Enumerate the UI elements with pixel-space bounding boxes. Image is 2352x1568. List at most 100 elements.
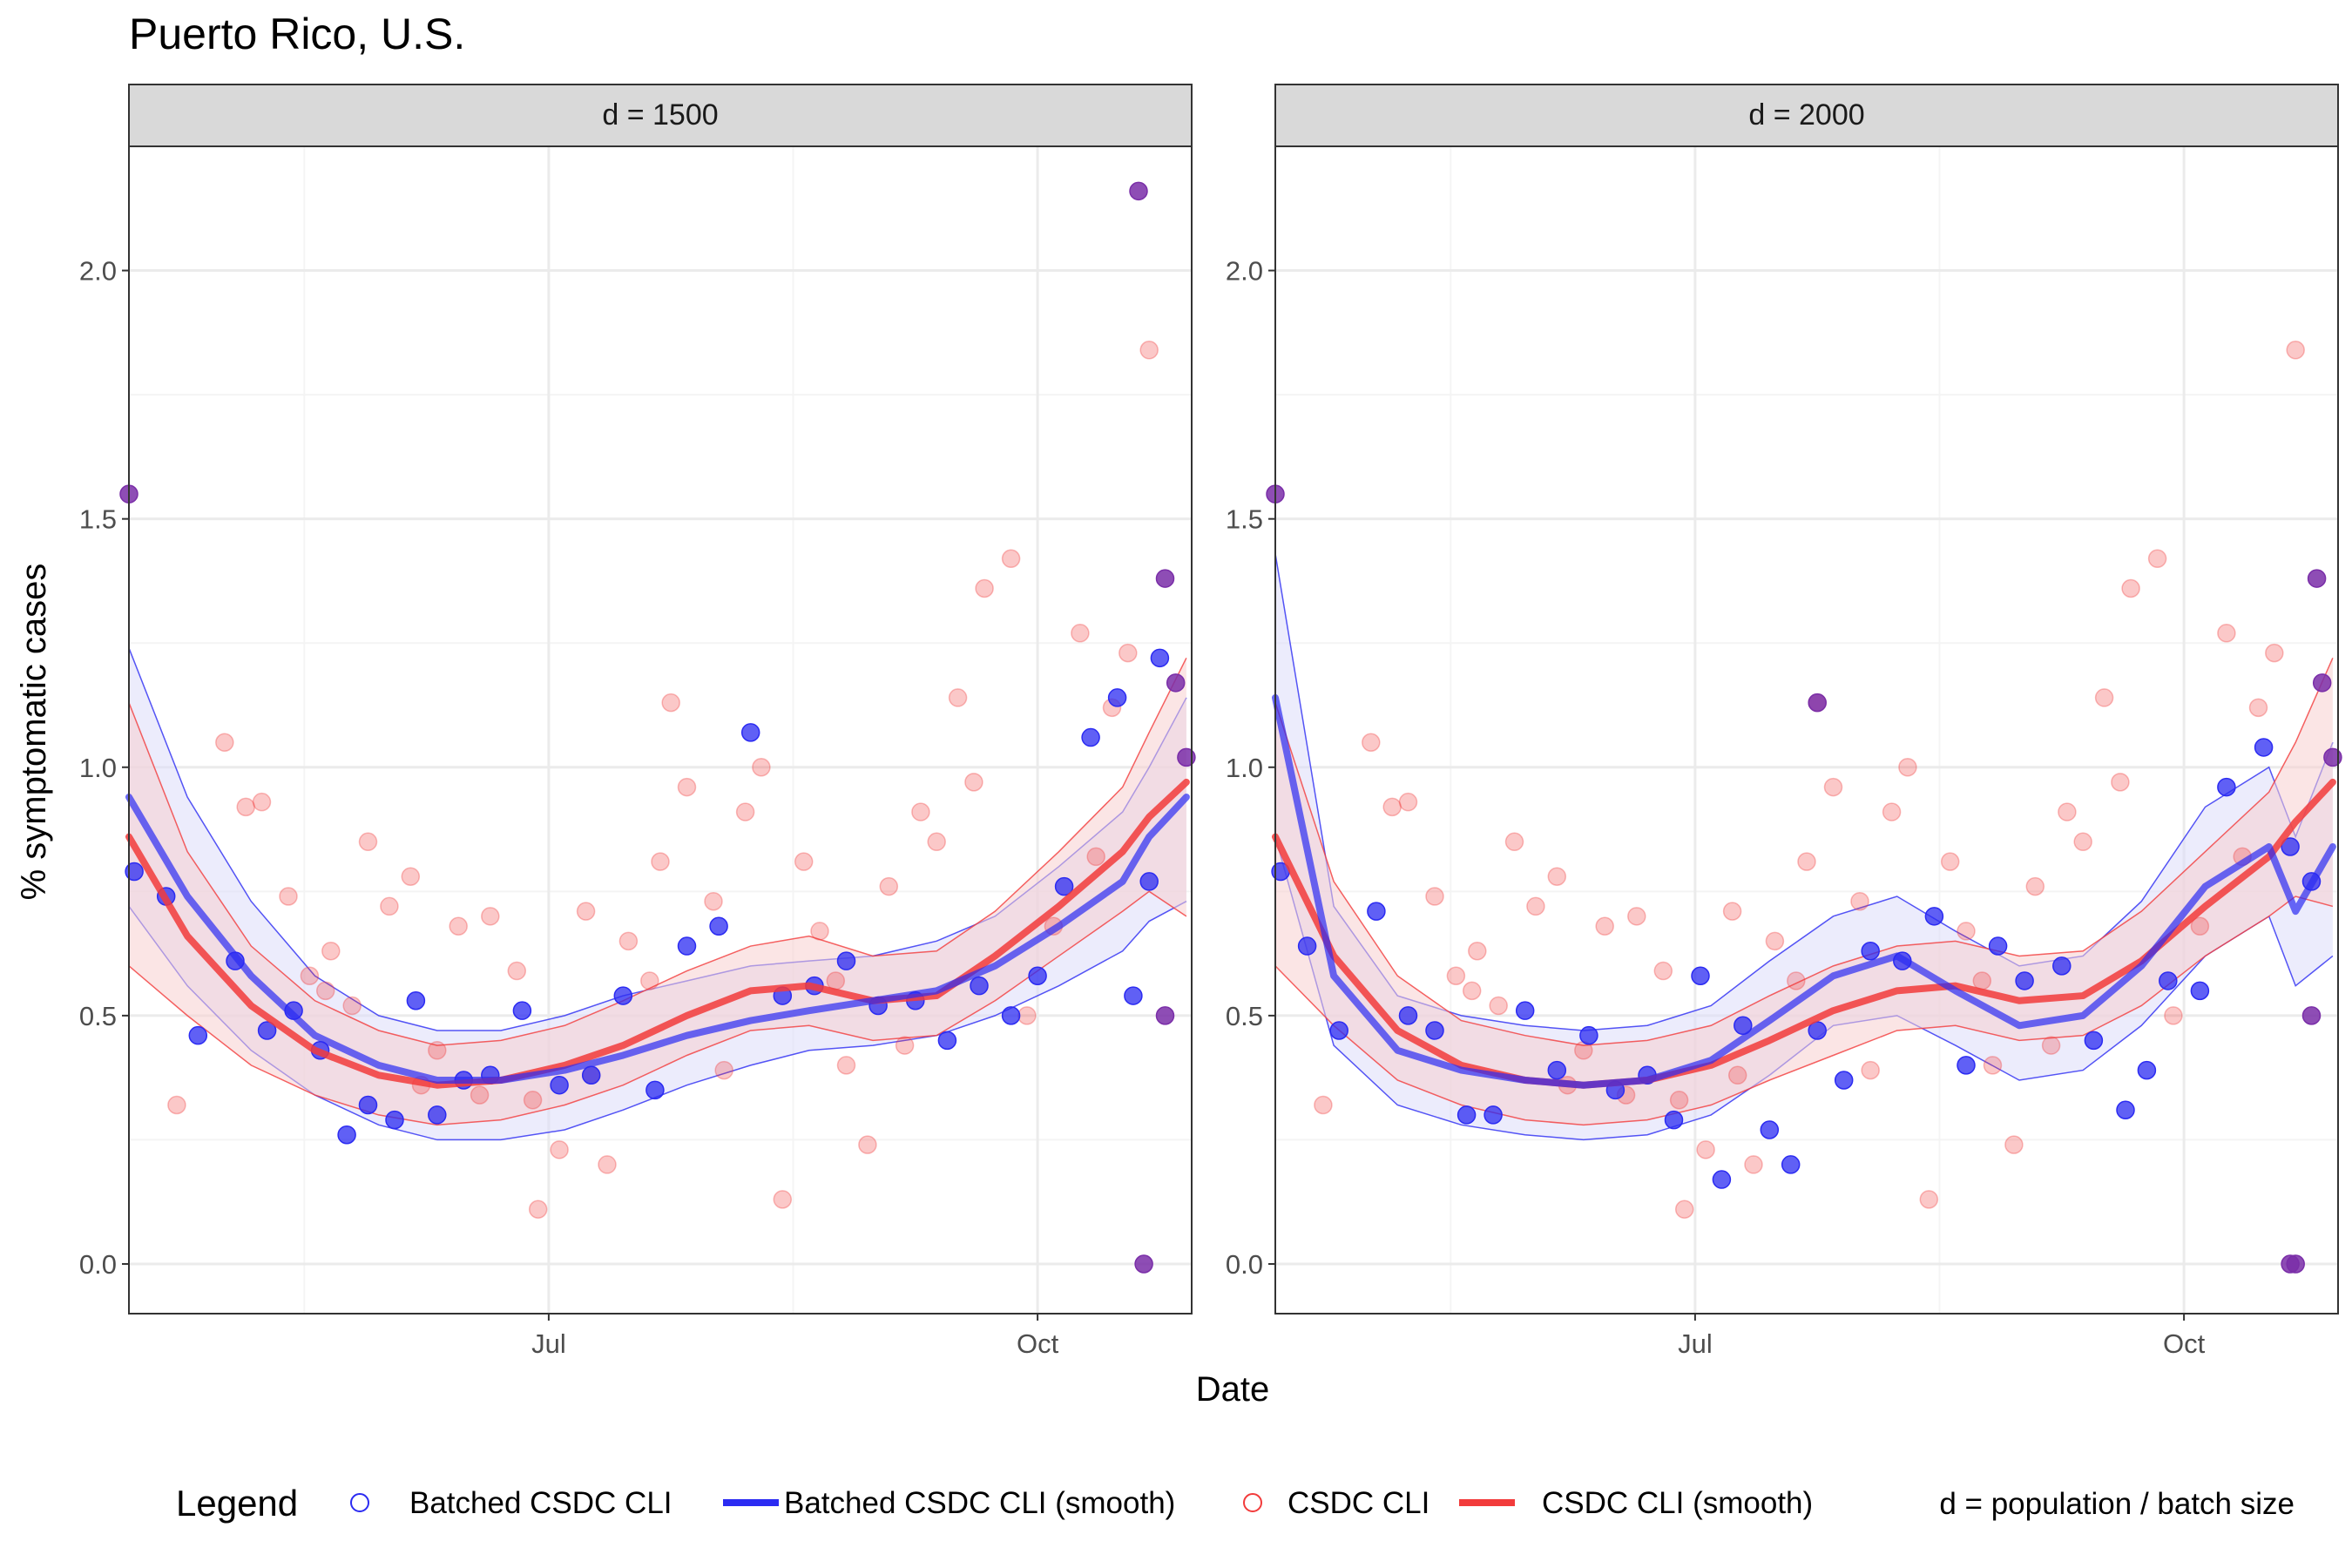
overlap-point — [2307, 569, 2327, 588]
panels: d = 1500 0.0 0.5 1.0 1.5 2.0 Jul Oct d = 2000 0.0… — [79, 84, 2342, 1359]
csdc-point — [380, 896, 399, 916]
chart-title: Puerto Rico, U.S. — [129, 10, 465, 58]
panel-background — [1275, 146, 2338, 1314]
batched-point — [1107, 688, 1127, 707]
csdc-point — [507, 961, 527, 981]
legend-key-point — [1243, 1493, 1262, 1512]
overlap-point — [2301, 1006, 2322, 1025]
overlap-point — [1808, 693, 1827, 713]
csdc-point — [1674, 1200, 1694, 1220]
legend-item-4: CSDC CLI (smooth) — [1459, 1486, 1813, 1520]
batched-point — [512, 1001, 532, 1020]
csdc-point — [321, 941, 341, 961]
panel-strip — [1274, 84, 2339, 147]
batched-point — [385, 1110, 404, 1130]
csdc-smooth-line — [1272, 778, 2336, 1089]
y-tick-label: 0.5 — [79, 1001, 117, 1031]
csdc-point — [1001, 549, 1021, 569]
legend-label: CSDC CLI — [1288, 1486, 1429, 1520]
batched-smooth-line — [1272, 693, 2336, 1089]
csdc-point — [401, 867, 421, 886]
csdc-smooth-line — [125, 778, 1190, 1089]
csdc-point — [2004, 1135, 2024, 1154]
batched-point — [1734, 1016, 1753, 1036]
csdc-point — [1462, 981, 1482, 1001]
batched-point — [1957, 1056, 1976, 1075]
batched-point — [1367, 902, 1386, 921]
csdc-point — [858, 1135, 877, 1154]
batched-point — [1297, 936, 1317, 956]
overlap-point — [1177, 747, 1196, 767]
batched-point — [645, 1080, 665, 1100]
overlap-point — [2312, 673, 2332, 693]
csdc-band-lower — [1274, 896, 2334, 1126]
panel-border — [128, 145, 1193, 1315]
batched-point — [1139, 872, 1159, 891]
csdc-point — [315, 981, 335, 1001]
batched-point — [2137, 1060, 2157, 1080]
batched-point — [2254, 738, 2274, 757]
csdc-point — [300, 966, 320, 986]
batched-point — [1081, 727, 1100, 747]
batched-band-upper — [1274, 553, 2334, 1031]
csdc-point — [2164, 1006, 2183, 1025]
csdc-point — [927, 832, 946, 852]
legend-label: Batched CSDC CLI (smooth) — [784, 1486, 1175, 1520]
csdc-point — [879, 876, 899, 896]
csdc-point — [618, 931, 639, 951]
batched-point — [1781, 1155, 1801, 1174]
csdc-point — [1850, 891, 1869, 911]
x-axis-title: Date — [1196, 1370, 1270, 1409]
csdc-point — [1972, 971, 1992, 990]
x-tick-label: Jul — [1678, 1328, 1713, 1359]
csdc-point — [2025, 876, 2045, 896]
csdc-point — [1314, 1095, 1333, 1115]
batched-point — [406, 991, 426, 1010]
y-tick-label: 1.0 — [79, 753, 117, 783]
batched-point — [1329, 1021, 1348, 1040]
csdc-point — [677, 777, 697, 797]
csdc-point — [704, 891, 723, 911]
csdc-point — [481, 907, 500, 926]
batched-point — [2217, 777, 2236, 797]
batched-point — [1691, 966, 1710, 986]
csdc-point — [2111, 773, 2130, 792]
csdc-point — [2217, 624, 2236, 643]
csdc-point — [528, 1200, 548, 1220]
batched-point — [1398, 1006, 1418, 1025]
csdc-band — [1275, 658, 2333, 1125]
csdc-point — [794, 852, 814, 871]
batched-point — [1861, 941, 1880, 961]
csdc-band-upper — [1274, 658, 2334, 1046]
legend-title: Legend — [176, 1483, 298, 1524]
x-tick-label: Jul — [531, 1328, 566, 1359]
csdc-point — [826, 971, 846, 990]
batched-point — [1456, 1105, 1477, 1125]
batched-point — [2084, 1031, 2104, 1051]
y-tick-label: 0.0 — [79, 1249, 117, 1280]
legend-items: Batched CSDC CLI Batched CSDC CLI (smooth… — [350, 1486, 1813, 1520]
csdc-point — [576, 902, 596, 921]
legend-label: CSDC CLI (smooth) — [1542, 1486, 1813, 1520]
csdc-point — [449, 916, 468, 936]
csdc-point — [1787, 971, 1806, 990]
overlap-point — [2286, 1254, 2305, 1274]
overlap-point — [1134, 1254, 1153, 1274]
csdc-point — [640, 971, 659, 990]
csdc-point — [550, 1140, 569, 1159]
panel-strip — [128, 84, 1193, 147]
batched-point — [1547, 1060, 1567, 1080]
batched-point — [1515, 1001, 1535, 1020]
batched-point — [2190, 981, 2210, 1001]
csdc-point — [523, 1091, 543, 1110]
csdc-point — [1727, 1065, 1747, 1085]
batched-point — [581, 1065, 601, 1085]
batched-point — [1924, 907, 1944, 926]
legend: Legend Batched CSDC CLI Batched CSDC CLI … — [176, 1483, 2295, 1524]
csdc-point — [1669, 1091, 1689, 1110]
batched-point — [125, 862, 144, 882]
csdc-point — [1071, 624, 1090, 643]
x-tick-label: Oct — [1017, 1328, 1059, 1359]
batched-point — [740, 723, 760, 742]
